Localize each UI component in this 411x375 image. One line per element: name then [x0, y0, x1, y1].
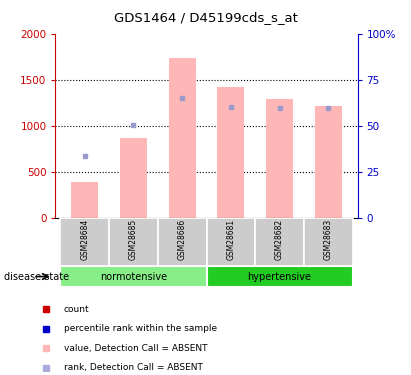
Text: rank, Detection Call = ABSENT: rank, Detection Call = ABSENT [64, 363, 203, 372]
Bar [255, 217, 304, 266]
Bar [304, 217, 353, 266]
Text: GSM28682: GSM28682 [275, 219, 284, 260]
Bar [120, 138, 147, 218]
Bar [207, 217, 255, 266]
Bar [207, 266, 353, 287]
Text: GSM28685: GSM28685 [129, 219, 138, 260]
Text: disease state: disease state [4, 272, 69, 282]
Text: value, Detection Call = ABSENT: value, Detection Call = ABSENT [64, 344, 207, 352]
Bar [315, 106, 342, 218]
Bar [60, 217, 109, 266]
Bar [158, 217, 206, 266]
Bar [169, 58, 196, 217]
Text: hypertensive: hypertensive [247, 272, 312, 282]
Bar [72, 182, 98, 218]
Text: GSM28686: GSM28686 [178, 219, 187, 260]
Text: GSM28684: GSM28684 [80, 219, 89, 260]
Text: normotensive: normotensive [100, 272, 167, 282]
Text: percentile rank within the sample: percentile rank within the sample [64, 324, 217, 333]
Bar [109, 217, 158, 266]
Bar [60, 266, 206, 287]
Text: count: count [64, 304, 89, 313]
Text: GSM28683: GSM28683 [324, 219, 333, 260]
Bar [266, 99, 293, 218]
Bar [217, 87, 244, 218]
Text: GDS1464 / D45199cds_s_at: GDS1464 / D45199cds_s_at [113, 11, 298, 24]
Text: GSM28681: GSM28681 [226, 219, 236, 260]
